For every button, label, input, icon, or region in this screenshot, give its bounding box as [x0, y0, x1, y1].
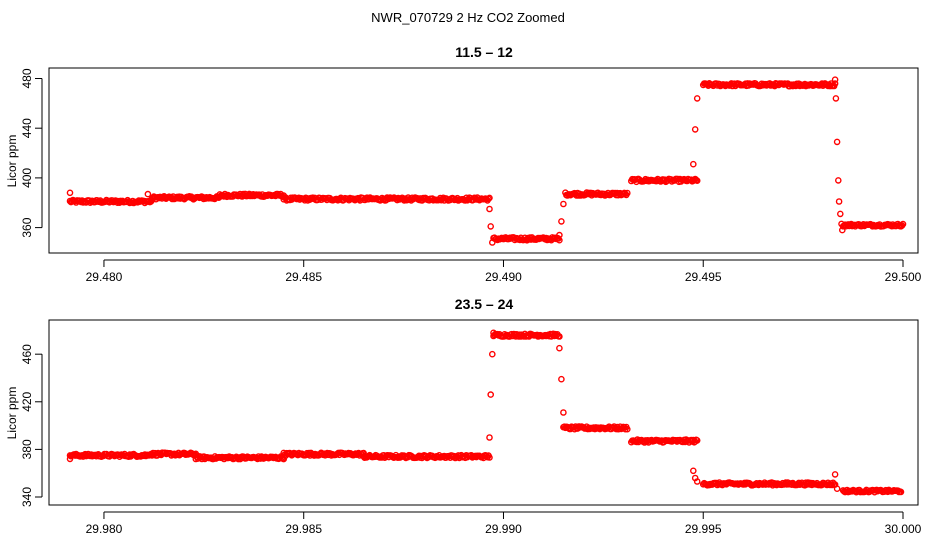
data-point [831, 80, 839, 87]
panel-bottom-points [66, 329, 905, 496]
y-tick-label: 460 [20, 344, 34, 364]
y-tick-label: 480 [20, 68, 34, 88]
x-tick-label: 29.990 [485, 522, 522, 536]
x-tick-label: 30.000 [885, 522, 922, 536]
data-point [488, 239, 496, 246]
panel-bottom-x-axis: 29.980 29.985 29.990 29.995 30.000 [86, 511, 922, 536]
data-point [558, 375, 565, 383]
y-tick-label: 340 [20, 487, 34, 507]
x-tick-label: 29.980 [86, 522, 123, 536]
data-point [835, 198, 843, 205]
data-point [560, 200, 567, 208]
data-point [488, 350, 496, 358]
x-tick-label: 29.995 [685, 522, 722, 536]
y-tick-label: 360 [20, 217, 34, 237]
data-point [832, 95, 840, 102]
panel-bottom: 23.5 – 24 Licor ppm 29.980 29.985 29.990 29… [5, 296, 922, 536]
panel-bottom-plot-box [48, 319, 919, 506]
data-point [144, 190, 152, 198]
data-point [693, 437, 701, 444]
data-point [690, 160, 697, 168]
data-point [831, 471, 839, 478]
data-point [690, 467, 697, 475]
panel-top-title: 11.5 – 12 [455, 44, 513, 60]
data-point [486, 194, 493, 202]
data-point [837, 210, 844, 218]
data-point [839, 226, 846, 234]
data-point [487, 223, 495, 230]
data-point [838, 220, 845, 228]
data-point [486, 434, 493, 441]
data-point [66, 189, 74, 197]
data-point [556, 344, 563, 352]
panel-bottom-ylabel: Licor ppm [5, 387, 19, 440]
panel-bottom-title: 23.5 – 24 [455, 296, 514, 312]
panel-top: 11.5 – 12 Licor ppm 29.480 29.485 29.490 29… [5, 44, 922, 284]
data-point [691, 126, 699, 133]
y-tick-label: 420 [20, 391, 34, 411]
data-point [556, 231, 563, 239]
panel-bottom-y-axis: 340 380 420 460 [20, 344, 43, 507]
data-point [624, 425, 631, 433]
data-point [490, 329, 497, 337]
data-point [624, 189, 631, 197]
y-tick-label: 440 [20, 118, 34, 138]
data-point [556, 333, 563, 340]
data-point [897, 488, 905, 496]
y-tick-label: 380 [20, 439, 34, 459]
panel-top-ylabel: Licor ppm [5, 135, 19, 188]
data-point [693, 478, 701, 485]
x-tick-label: 29.480 [86, 270, 123, 284]
data-point [693, 95, 701, 102]
panel-top-y-axis: 360 400 440 480 [20, 68, 43, 238]
data-point [486, 454, 493, 461]
panel-top-points [66, 76, 907, 246]
data-point [693, 177, 701, 184]
data-point [560, 409, 567, 416]
data-point [558, 218, 565, 225]
x-tick-label: 29.495 [685, 270, 722, 284]
y-tick-label: 400 [20, 168, 34, 188]
x-tick-label: 29.485 [285, 270, 322, 284]
data-point [835, 177, 842, 184]
data-point [486, 205, 493, 213]
data-point [833, 485, 841, 493]
x-tick-label: 29.985 [285, 522, 322, 536]
x-tick-label: 29.490 [485, 270, 522, 284]
data-point [66, 455, 74, 463]
x-tick-label: 29.500 [885, 270, 922, 284]
data-point [831, 76, 839, 83]
data-point [487, 391, 495, 398]
data-point [485, 195, 492, 203]
panel-top-plot-box [48, 67, 919, 254]
panel-top-x-axis: 29.480 29.485 29.490 29.495 29.500 [86, 259, 922, 284]
data-point [833, 138, 841, 146]
page-title: NWR_070729 2 Hz CO2 Zoomed [371, 10, 565, 25]
data-point [899, 220, 907, 228]
